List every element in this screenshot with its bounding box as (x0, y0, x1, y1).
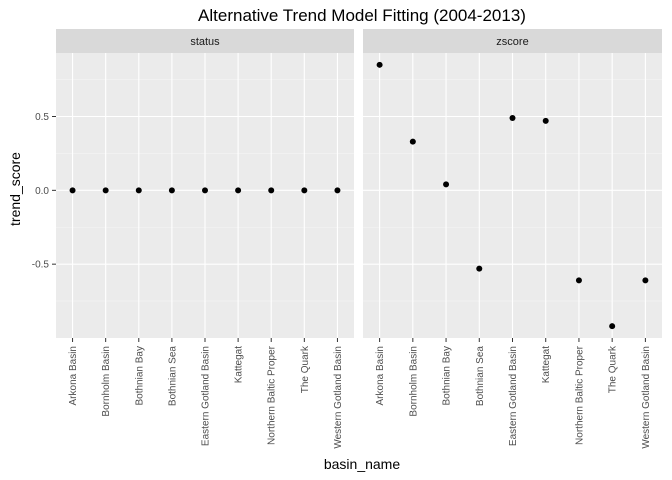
plot-area: -0.5 0.0 0.5 status Arkona Basin Bornholm Bas… (32, 29, 662, 449)
x-tick-label: Bothnian Bay (134, 346, 145, 406)
facet-strip-label: status (190, 36, 220, 48)
x-tick-label: Western Gotland Basin (641, 346, 652, 449)
data-point-zscore (642, 277, 649, 284)
x-tick-label: Arkona Basin (375, 346, 386, 405)
data-point-status (268, 187, 275, 194)
x-tick-label: Bornholm Basin (408, 346, 419, 417)
x-tick-label: Bothnian Sea (475, 346, 486, 406)
data-point-zscore (409, 138, 416, 145)
x-tick-label: Eastern Gotland Basin (508, 346, 519, 446)
data-point-status (301, 187, 308, 194)
x-tick-label: Bothnian Bay (442, 346, 453, 406)
chart-title: Alternative Trend Model Fitting (2004-20… (198, 6, 526, 25)
facet-strip-zscore (363, 29, 662, 53)
facet-strip-label: zscore (496, 36, 528, 48)
data-point-status (69, 187, 76, 194)
data-point-status (235, 187, 242, 194)
data-point-status (102, 187, 109, 194)
data-point-status (168, 187, 175, 194)
y-tick-label: 0.0 (35, 186, 49, 197)
data-point-zscore (509, 114, 516, 121)
x-tick-label: Northern Baltic Proper (267, 345, 278, 445)
x-tick-label: Bornholm Basin (101, 346, 112, 417)
y-tick-label: -0.5 (32, 260, 50, 271)
facet-strip-status (56, 29, 354, 53)
data-point-status (202, 187, 208, 194)
x-tick-label: Kattegat (541, 346, 552, 383)
data-point-zscore (542, 117, 549, 124)
data-point-status (135, 187, 142, 194)
x-tick-label: The Quark (300, 345, 311, 393)
data-point-zscore (575, 277, 582, 284)
data-point-zscore (443, 181, 450, 188)
x-tick-label: The Quark (608, 345, 619, 393)
data-point-zscore (476, 265, 483, 272)
x-tick-label: Arkona Basin (68, 346, 79, 405)
x-tick-label: Northern Baltic Proper (574, 345, 585, 445)
data-point-zscore (609, 323, 616, 330)
x-tick-label: Kattegat (234, 346, 245, 383)
x-tick-label: Eastern Gotland Basin (201, 346, 212, 446)
x-tick-label: Bothnian Sea (167, 346, 178, 406)
x-tick-label: Western Gotland Basin (333, 346, 344, 449)
x-axis-title: basin_name (324, 456, 400, 472)
data-point-status (334, 187, 341, 194)
y-tick-label: 0.5 (35, 112, 49, 123)
data-point-zscore (376, 61, 383, 68)
y-axis-title: trend_score (7, 152, 23, 226)
